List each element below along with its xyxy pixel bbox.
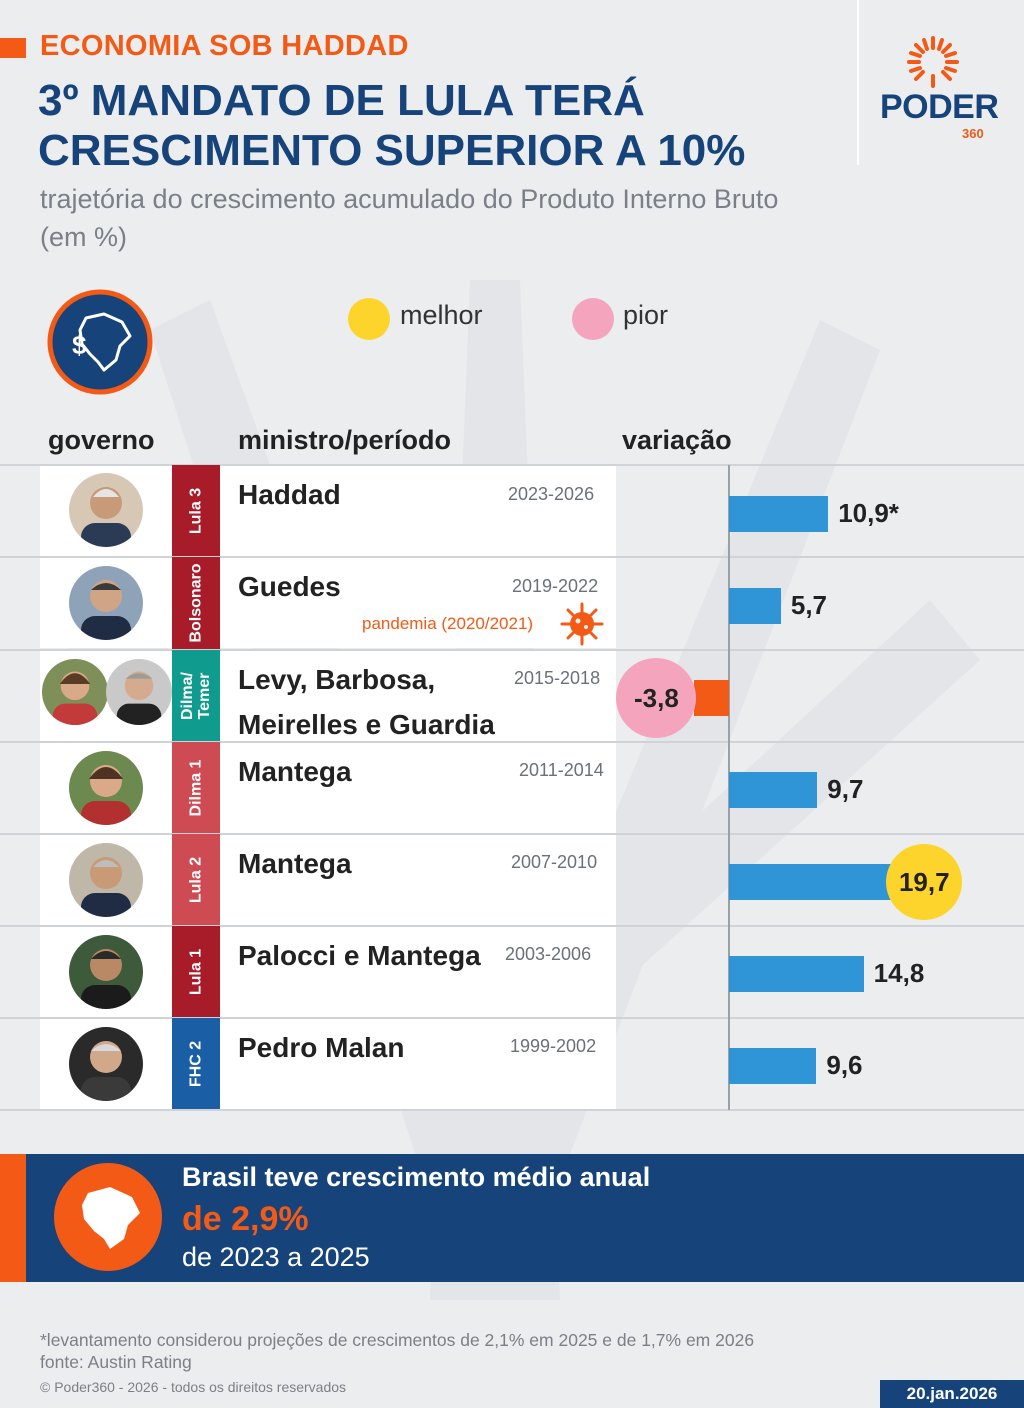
source: fonte: Austin Rating xyxy=(40,1352,192,1372)
copyright: © Poder360 - 2026 - todos os direitos re… xyxy=(40,1379,347,1395)
bar-4 xyxy=(729,772,818,808)
period: 2011-2014 xyxy=(519,760,604,780)
government-tag-label: Bolsonaro xyxy=(187,563,205,643)
worst-value-badge: -3,8 xyxy=(616,658,697,738)
government-tag: Dilma/Temer xyxy=(172,650,220,742)
avatar xyxy=(69,473,143,547)
brazil-map-icon xyxy=(54,1163,162,1271)
row-divider xyxy=(0,833,1024,835)
bar-3 xyxy=(694,680,729,716)
legend-best-label: melhor xyxy=(400,300,483,330)
row-divider xyxy=(0,925,1024,927)
government-tag: Lula 3 xyxy=(172,465,220,557)
avatar xyxy=(69,566,143,640)
government-tag-label: FHC 2 xyxy=(187,1040,205,1088)
tag-line: Temer xyxy=(196,672,213,720)
row-divider xyxy=(0,556,1024,558)
period: 1999-2002 xyxy=(510,1036,597,1056)
minister-name: Mantega xyxy=(238,756,352,787)
period: 2023-2026 xyxy=(508,484,595,504)
footnote: *levantamento considerou projeções de cr… xyxy=(40,1330,755,1350)
government-tag: Lula 2 xyxy=(172,834,220,926)
bar-1 xyxy=(729,496,829,532)
minister-name: Mantega xyxy=(238,848,352,879)
column-header-minister: ministro/período xyxy=(238,425,452,455)
government-tag-label: Lula 1 xyxy=(187,948,205,996)
period: 2015-2018 xyxy=(514,668,601,688)
minister-name: Haddad xyxy=(238,479,341,510)
bar-6 xyxy=(729,956,864,992)
row-divider xyxy=(0,1109,1024,1111)
period: 2019-2022 xyxy=(512,576,599,596)
date-badge: 20.jan.2026 xyxy=(880,1380,1024,1408)
row-divider xyxy=(0,1017,1024,1019)
summary-band-mark xyxy=(0,1154,26,1282)
sun-logo-icon xyxy=(907,36,959,88)
minister-name: Levy, Barbosa, xyxy=(238,664,436,695)
chart-subtitle: trajetória do crescimento acumulado do P… xyxy=(40,184,779,252)
logo-text: PODER xyxy=(880,88,999,126)
bar-value-label: 9,7 xyxy=(827,774,864,804)
tag-line: Dilma/ xyxy=(179,671,196,721)
avatar xyxy=(106,659,172,725)
avatar xyxy=(69,935,143,1009)
avatar xyxy=(69,843,143,917)
government-tag-label: Dilma/Temer xyxy=(179,672,213,720)
government-tag-label: Lula 3 xyxy=(187,487,205,535)
period: 2003-2006 xyxy=(505,944,592,964)
column-header-variation: variação xyxy=(622,425,732,455)
bar-value-label: 10,9* xyxy=(838,498,899,528)
virus-icon xyxy=(560,602,604,646)
summary-line-1: Brasil teve crescimento médio anual xyxy=(182,1162,651,1192)
kicker-mark xyxy=(0,38,26,58)
government-tag: Dilma 1 xyxy=(172,742,220,834)
logo-separator xyxy=(857,0,859,165)
minister-name: Palocci e Mantega xyxy=(238,940,481,971)
minister-name: Pedro Malan xyxy=(238,1032,405,1063)
legend-worst-dot xyxy=(572,298,614,340)
bar-value-label: 5,7 xyxy=(790,590,828,620)
bar-2 xyxy=(729,588,781,624)
column-header-government: governo xyxy=(48,425,155,455)
government-tag-label: Dilma 1 xyxy=(187,759,205,817)
bar-value-label: 9,6 xyxy=(826,1050,863,1080)
legend-best-dot xyxy=(348,298,390,340)
chart-title: 3º MANDATO DE LULA TERÁ CRESCIMENTO SUPE… xyxy=(38,76,746,175)
period: 2007-2010 xyxy=(511,852,598,872)
government-tag: Lula 1 xyxy=(172,926,220,1018)
summary-line-3: de 2023 a 2025 xyxy=(182,1242,370,1272)
government-tag-label: Lula 2 xyxy=(187,856,205,904)
avatar xyxy=(69,1027,143,1101)
avatar xyxy=(42,659,108,725)
logo-subtext: 360 xyxy=(962,126,984,141)
summary-highlight: de 2,9% xyxy=(182,1200,309,1238)
avatar xyxy=(69,751,143,825)
bar-5 xyxy=(729,864,909,900)
bar-value-label: 14,8 xyxy=(873,958,925,988)
government-tag: FHC 2 xyxy=(172,1018,220,1110)
row-divider xyxy=(0,741,1024,743)
row-divider xyxy=(0,464,1024,466)
kicker: ECONOMIA SOB HADDAD xyxy=(40,30,409,62)
row-divider xyxy=(0,649,1024,651)
pandemic-note: pandemia (2020/2021) xyxy=(362,614,534,633)
government-tag: Bolsonaro xyxy=(172,557,220,649)
minister-name-line2: Meirelles e Guardia xyxy=(238,709,495,740)
summary-band xyxy=(0,1154,1024,1282)
minister-name: Guedes xyxy=(238,571,341,602)
svg-text:$: $ xyxy=(72,330,87,360)
legend-worst-label: pior xyxy=(623,300,669,330)
best-value-badge: 19,7 xyxy=(886,844,963,920)
brazil-money-icon: $ xyxy=(47,289,153,395)
bar-7 xyxy=(729,1048,817,1084)
